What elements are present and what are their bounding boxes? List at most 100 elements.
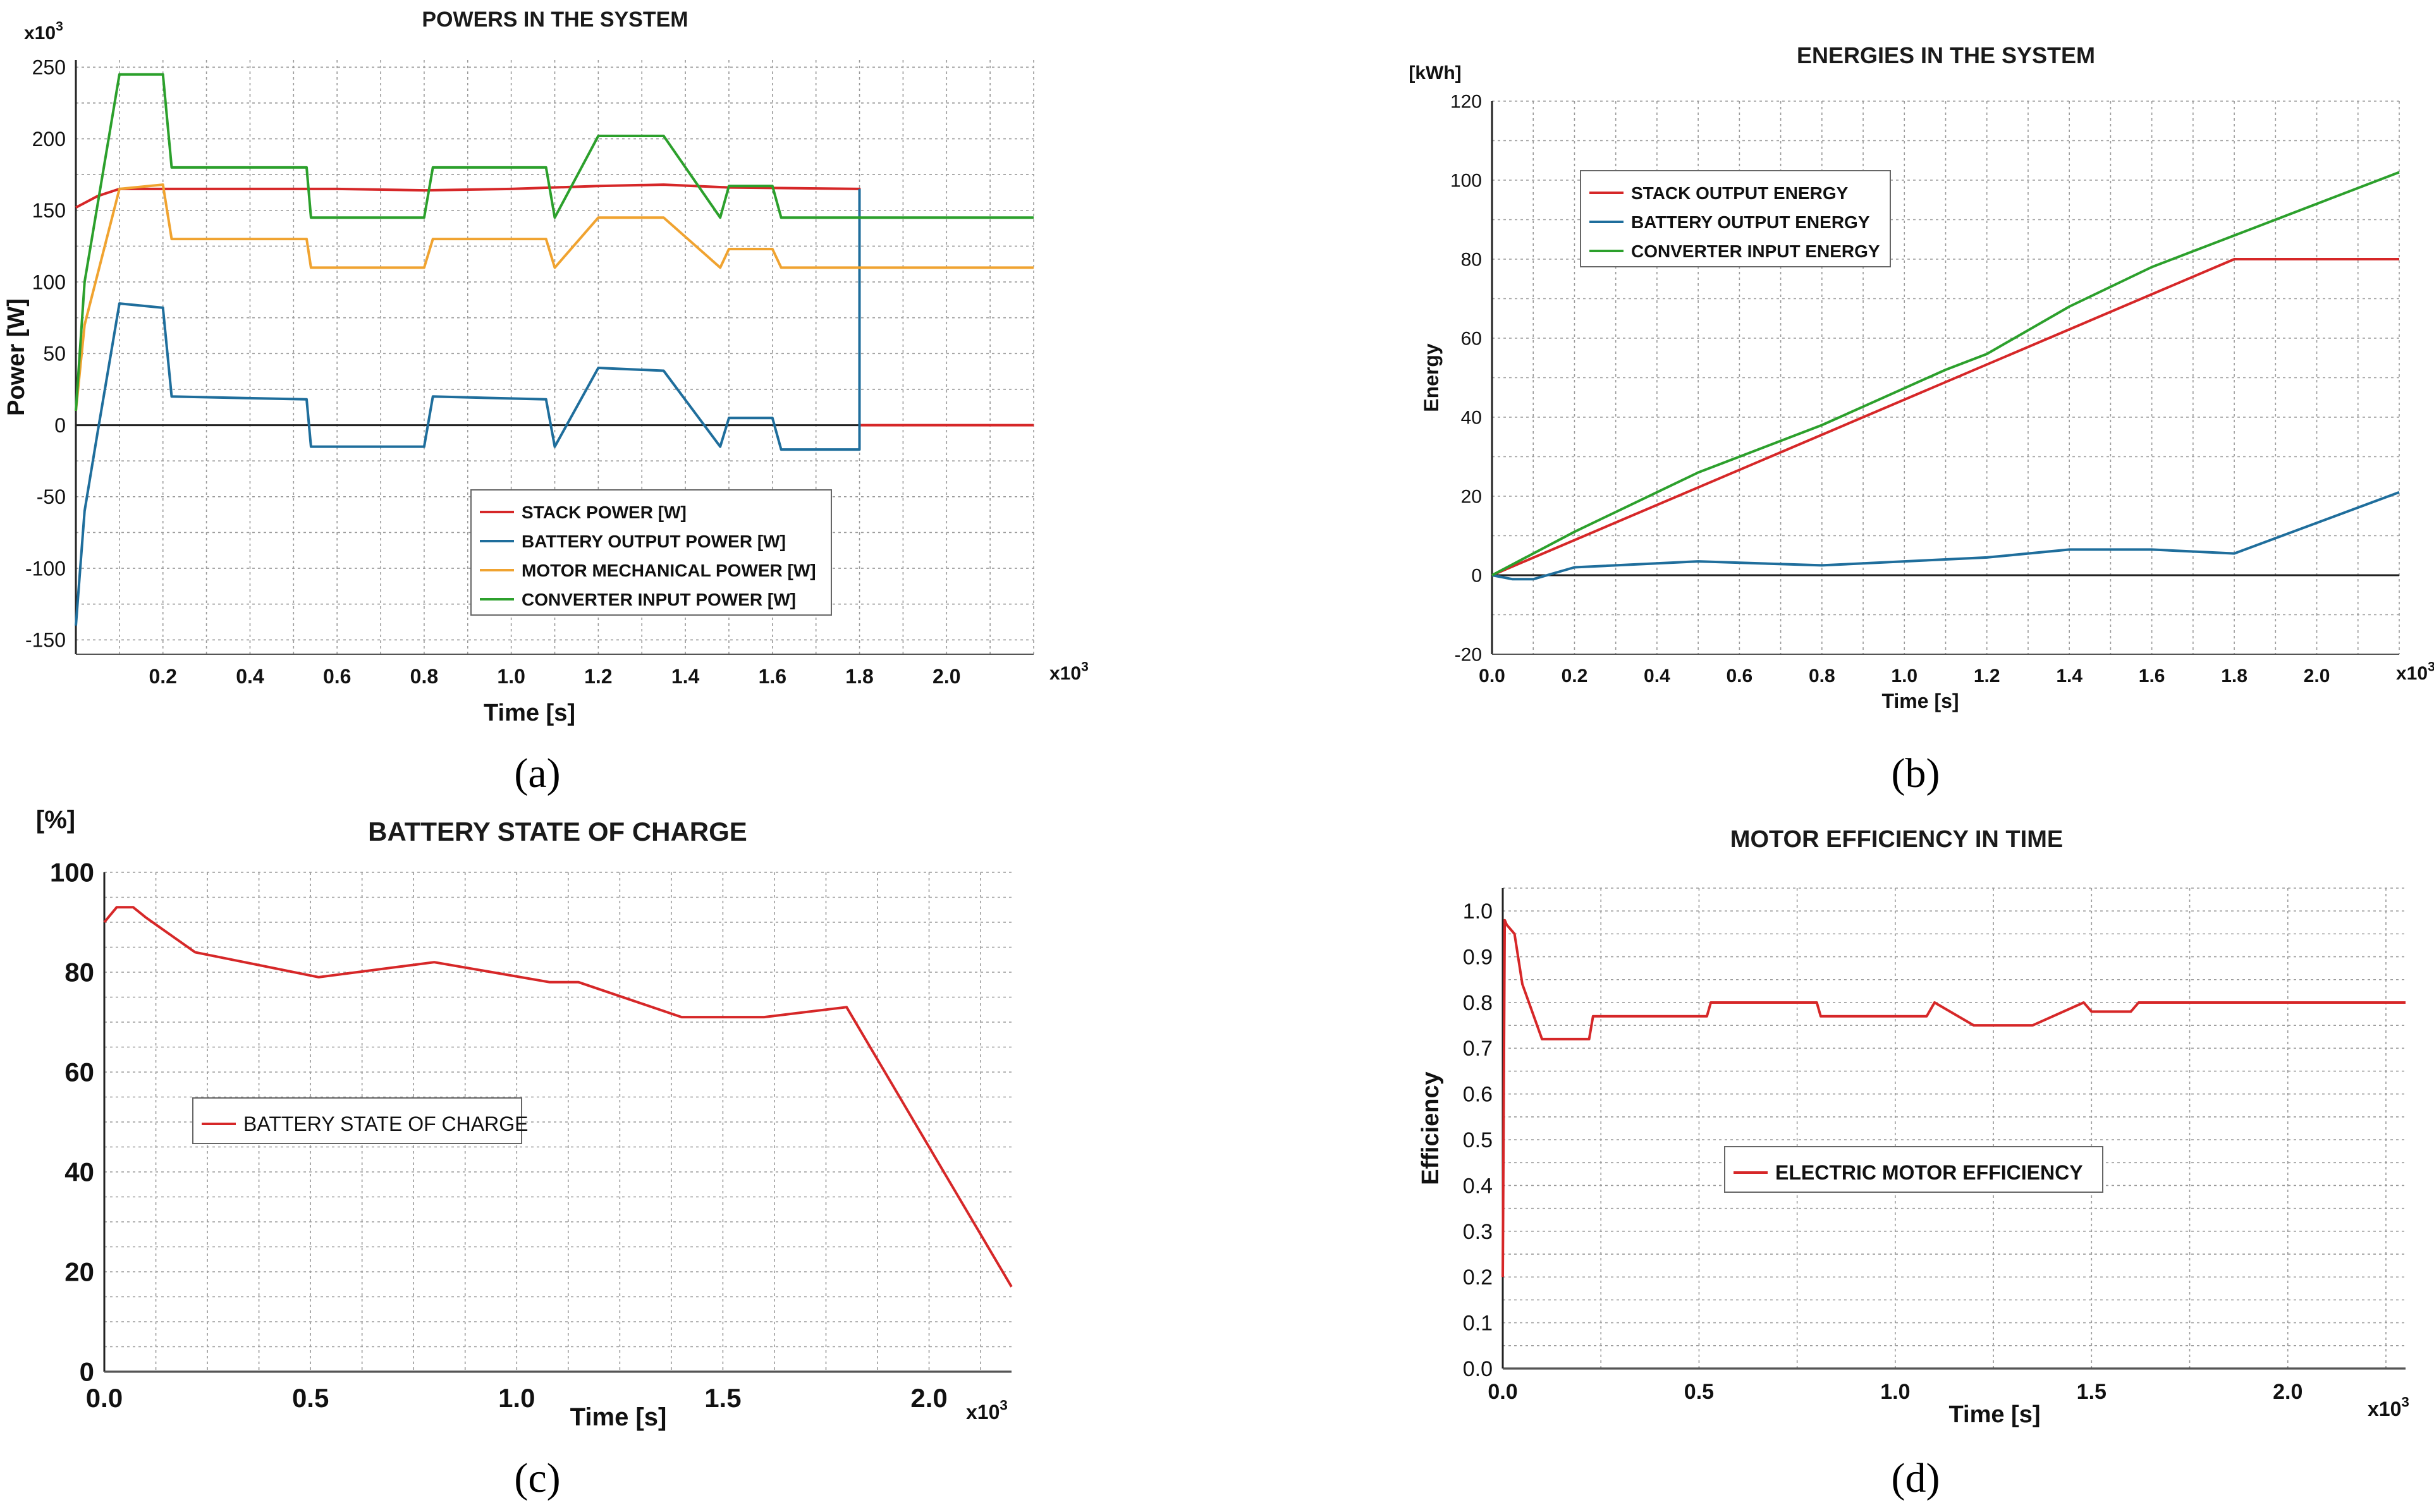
chart-title: MOTOR EFFICIENCY IN TIME [1730,826,2063,853]
gridlines [104,872,1012,1372]
legend-box [470,489,832,616]
x-tick-label: 0.5 [1684,1380,1714,1404]
x-axis-label: Time [s] [1948,1401,2040,1428]
x-tick-label: 1.6 [2139,666,2165,686]
chart-title: POWERS IN THE SYSTEM [422,8,688,32]
x-tick-label: 1.2 [1974,666,2000,686]
panel-label: (c) [514,1455,560,1501]
x-tick-label: 2.0 [933,665,960,688]
x-axis-label: Time [s] [1881,690,1959,712]
x-multiplier: x103 [2368,1394,2409,1420]
y-tick-label: 0.4 [1463,1174,1493,1198]
y-tick-label: 40 [64,1157,94,1187]
y-tick-label: 1.0 [1463,899,1493,924]
y-tick-label: -20 [1455,645,1482,666]
legend-box [1580,170,1891,267]
legend-label-4: CONVERTER INPUT POWER [W] [522,590,796,609]
y-tick-label: 0.2 [1463,1265,1493,1289]
y-tick-label: 80 [1461,250,1482,271]
y-tick-label: 0.7 [1463,1037,1493,1061]
series-line-4 [75,73,1034,412]
plot-area [1503,888,2406,1369]
series-line-1 [1491,258,2399,576]
y-tick-label: 150 [32,199,66,222]
x-tick-label: 1.6 [759,665,786,688]
y-tick-label: 0.6 [1463,1083,1493,1107]
y-tick-label: 20 [1461,487,1482,508]
panel-label: (d) [1892,1455,1940,1501]
y-tick-label: 100 [50,858,94,887]
legend-box [192,1097,522,1144]
legend-label-1: BATTERY STATE OF CHARGE [243,1113,528,1135]
legend: STACK OUTPUT ENERGY BATTERY OUTPUT ENERGY… [1580,170,1891,267]
legend-label-3: CONVERTER INPUT ENERGY [1631,241,1880,261]
x-tick-label: 0.8 [410,665,438,688]
chart-title: ENERGIES IN THE SYSTEM [1797,42,2095,68]
x-multiplier: x103 [1049,660,1089,685]
x-tick-label: 1.0 [1891,666,1917,686]
y-tick-label: -150 [25,629,66,652]
legend-box [1724,1146,2103,1193]
y-unit-label: [%] [36,806,75,834]
panel-label: (b) [1892,750,1940,796]
x-tick-label: 0.6 [323,665,351,688]
y-tick-label: 20 [64,1257,94,1287]
x-tick-label: 2.0 [2304,666,2330,686]
x-tick-label: 1.8 [845,665,873,688]
y-tick-label: 0.0 [1463,1357,1493,1381]
y-unit-label: [kWh] [1409,63,1461,83]
y-tick-label: 200 [32,128,66,150]
x-tick-label: 2.0 [910,1383,947,1413]
legend-label-2: BATTERY OUTPUT ENERGY [1631,212,1870,232]
x-tick-label: 0.4 [236,665,264,688]
x-tick-label: 0.2 [149,665,176,688]
y-tick-label: 100 [32,271,66,293]
series-line-2 [75,188,861,626]
y-tick-label: -50 [37,485,66,508]
y-tick-label: 0.3 [1463,1220,1493,1244]
series-line-3 [75,183,1034,412]
y-tick-label: 50 [43,343,66,365]
chart-c: 0.0 0.5 1.0 1.5 2.0 0 20 40 60 80 100 BATTERY STATE… [36,806,1013,1501]
y-tick-label: 60 [1461,329,1482,350]
y-tick-label: 0 [80,1357,94,1387]
x-tick-label: 1.8 [2221,666,2247,686]
chart-a: 0.2 0.4 0.6 0.8 1.0 1.2 1.4 1.6 1.8 2.0 250 200 150 1… [3,8,1089,796]
chart-b: 0.0 0.2 0.4 0.6 0.8 1.0 1.2 1.4 1.6 1.8 2.0 120 100 8… [1409,42,2434,796]
y-tick-label: 0.8 [1463,991,1493,1015]
chart-d: 0.0 0.5 1.0 1.5 2.0 1.0 0.9 0.8 0.7 0.6 0.5 0.4 0.3 0… [1417,826,2409,1501]
series-line-3 [1491,171,2400,576]
y-tick-label: 100 [1450,171,1482,192]
y-tick-label: 250 [32,56,66,79]
series-line-2 [1491,491,2400,581]
x-axis-label: Time [s] [484,700,575,726]
y-axis-label: Power [W] [3,298,30,416]
x-tick-label: 0.6 [1727,666,1753,686]
legend: ELECTRIC MOTOR EFFICIENCY [1724,1146,2103,1193]
x-tick-label: 0.5 [292,1383,329,1413]
legend: BATTERY STATE OF CHARGE [192,1097,528,1144]
x-tick-label: 0.4 [1644,666,1670,686]
x-axis-label: Time [s] [570,1403,667,1431]
x-tick-label: 1.0 [498,1383,535,1413]
legend-label-3: MOTOR MECHANICAL POWER [W] [522,561,816,580]
x-tick-label: 1.2 [584,665,612,688]
y-multiplier: x103 [24,20,63,44]
series-line-1 [103,906,1013,1288]
x-tick-label: 0.0 [1488,1380,1517,1404]
y-tick-label: 0.5 [1463,1128,1493,1152]
y-tick-label: 0.9 [1463,945,1493,969]
legend: STACK POWER [W] BATTERY OUTPUT POWER [W] M… [470,489,832,616]
series-line-1 [1501,918,2406,1277]
legend-label-1: ELECTRIC MOTOR EFFICIENCY [1775,1161,2083,1184]
x-multiplier: x103 [966,1398,1008,1424]
x-tick-label: 2.0 [2273,1380,2303,1404]
x-tick-label: 1.5 [704,1383,741,1413]
y-tick-label: 0.1 [1463,1312,1493,1336]
x-tick-label: 1.4 [2056,666,2082,686]
x-tick-label: 1.0 [497,665,525,688]
legend-label-1: STACK OUTPUT ENERGY [1631,183,1849,203]
chart-title: BATTERY STATE OF CHARGE [368,817,747,846]
y-tick-label: -100 [25,557,66,580]
